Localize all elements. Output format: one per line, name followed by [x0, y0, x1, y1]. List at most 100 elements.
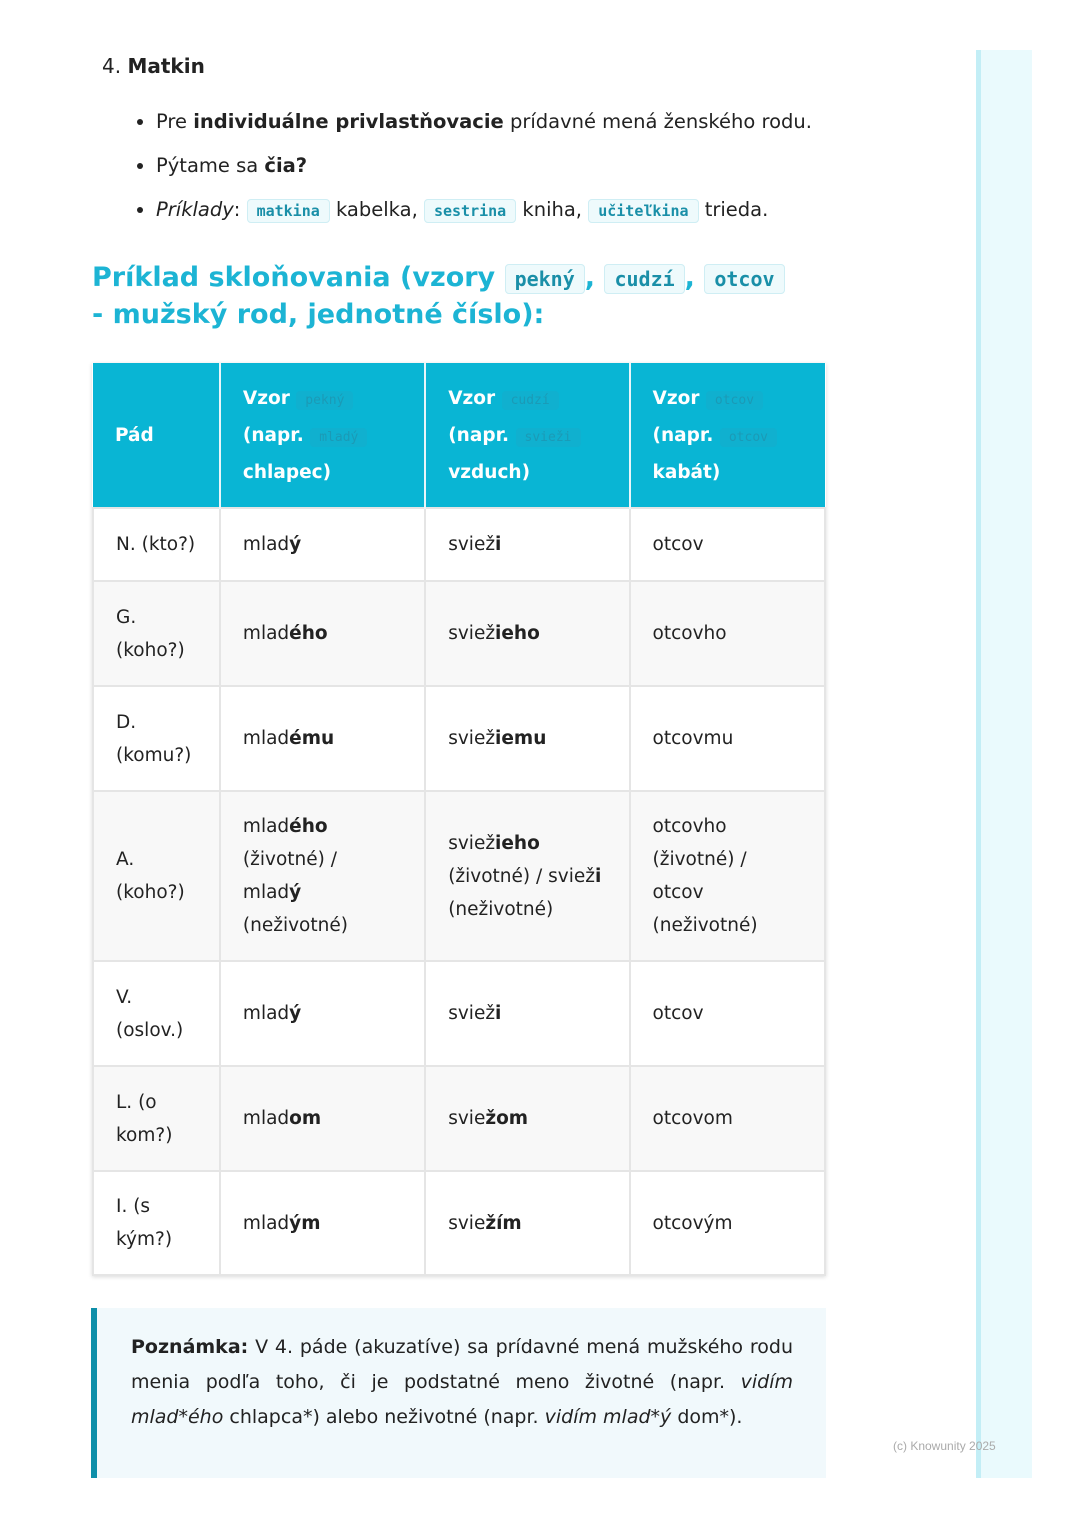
ending-bold: žom — [485, 1108, 529, 1129]
ending-bold: ieho — [495, 623, 540, 644]
text: (neživotné) — [242, 915, 348, 936]
examples-label: Príklady — [156, 198, 234, 221]
list-item: Príklady: matkina kabelka, sestrina knih… — [156, 190, 812, 234]
text: vzduch) — [448, 461, 531, 483]
table-cell: D. (komu?) — [92, 685, 221, 792]
ending-bold: ý — [289, 882, 302, 903]
text: otcov — [652, 534, 704, 555]
ending-bold: om — [289, 1108, 322, 1129]
table-cell: A. (koho?) — [92, 790, 221, 962]
code-example: otcov — [704, 264, 785, 294]
table-cell: V. (oslov.) — [92, 960, 221, 1067]
text: V 4. páde (akuzatíve) sa prídavné mená m… — [131, 1336, 793, 1393]
table-row: A. (koho?) mladého (životné) / mladý (než… — [92, 790, 827, 962]
text: otcovho — [652, 623, 727, 644]
code-example: mladý — [310, 427, 368, 447]
text: N. (kto?) — [116, 534, 196, 555]
table-cell: mladý — [218, 960, 427, 1067]
table-row: G. (koho?) mladého sviežieho otcovho — [92, 580, 827, 687]
section-heading: 4. Matkin — [102, 54, 205, 78]
code-example: matkina — [246, 199, 330, 223]
declension-heading: Príklad skloňovania (vzory pekný, cudzí,… — [92, 260, 792, 332]
list-item: Pre individuálne privlastňovacie prídavn… — [156, 102, 812, 146]
text: (napr. — [652, 424, 720, 446]
side-panel — [976, 50, 1032, 1478]
ending-bold: i — [495, 1003, 502, 1024]
text: mlad — [242, 1108, 290, 1129]
note-label: Poznámka: — [131, 1336, 249, 1358]
text: kniha, — [516, 198, 589, 221]
table-cell: mladému — [218, 685, 427, 792]
text: : — [233, 198, 247, 221]
table-cell: sviežieho (životné) / svieži (neživotné) — [424, 790, 631, 962]
header-cudzi: Vzor cudzí (napr. svieži vzduch) — [425, 363, 631, 508]
table-cell: L. (o kom?) — [92, 1065, 221, 1172]
code-example: cudzí — [604, 264, 685, 294]
table-cell: otcovmu — [628, 685, 827, 792]
section-title: Matkin — [127, 54, 205, 78]
text: (napr. — [448, 424, 516, 446]
text: sviež — [448, 623, 496, 644]
text: (napr. — [242, 424, 311, 446]
code-example: cudzí — [501, 390, 559, 410]
italic-text: vidím mlad*ého — [131, 1371, 793, 1428]
text: kabát) — [652, 461, 721, 483]
text: mlad — [242, 534, 290, 555]
text: - mužský rod, jednotné číslo): — [92, 299, 545, 330]
text: A. (koho?) — [116, 849, 185, 903]
ending-bold: i — [594, 865, 602, 887]
table-cell: otcovho (životné) / otcov (neživotné) — [628, 790, 827, 962]
text: Pre — [156, 110, 194, 133]
ending-bold: ým — [289, 1212, 321, 1234]
code-example: sestrina — [423, 199, 517, 223]
table-row: D. (komu?) mladému sviežiemu otcovmu — [92, 685, 827, 792]
text: kabelka, — [329, 198, 424, 221]
ending-bold: ieho — [495, 832, 540, 854]
text: sviež — [448, 1003, 496, 1024]
text: mlad — [242, 1212, 290, 1234]
bold-text: individuálne privlastňovacie — [193, 110, 504, 133]
table-cell: mladý — [218, 507, 427, 582]
ending-bold: iemu — [495, 728, 547, 749]
ending-bold: ého — [289, 623, 328, 644]
header-pekny: Vzor pekný (napr. mladý chlapec) — [219, 363, 427, 508]
text: otcovým — [652, 1212, 733, 1234]
table-cell: otcovom — [628, 1065, 827, 1172]
text: D. (komu?) — [116, 711, 192, 766]
text: L. (o kom?) — [116, 1091, 173, 1146]
table-cell: otcov — [628, 960, 827, 1067]
table-cell: svieži — [424, 960, 631, 1067]
table-row: V. (oslov.) mladý svieži otcov — [92, 960, 827, 1067]
text: Vzor — [652, 387, 706, 409]
ending-bold: i — [495, 534, 502, 555]
table-cell: mladým — [218, 1170, 427, 1276]
text: Príklad skloňovania (vzory — [92, 262, 505, 293]
copyright: (c) Knowunity 2025 — [893, 1439, 996, 1453]
bold-text: čia? — [264, 154, 308, 177]
text: , — [684, 262, 705, 293]
table-cell: sviežom — [424, 1065, 631, 1172]
table-row: L. (o kom?) mladom sviežom otcovom — [92, 1065, 827, 1172]
ending-bold: ému — [289, 728, 335, 749]
text: (životné) / mlad — [242, 849, 337, 903]
bullet-list: Pre individuálne privlastňovacie prídavn… — [100, 102, 812, 234]
table-cell: sviežieho — [424, 580, 631, 687]
text: mlad — [242, 816, 290, 837]
code-example: učiteľkina — [588, 199, 699, 223]
code-example: pekný — [296, 390, 354, 410]
header-pad: Pád — [93, 363, 221, 508]
text: sviež — [448, 832, 496, 854]
table-row: I. (s kým?) mladým sviežím otcovým — [92, 1170, 827, 1276]
table-cell: mladého — [218, 580, 427, 687]
ending-bold: ý — [289, 534, 302, 555]
text: sviež — [448, 534, 496, 555]
text: otcov — [652, 1003, 704, 1024]
table-cell: sviežím — [424, 1170, 631, 1276]
table-header-row: Pád Vzor pekný (napr. mladý chlapec) Vzo… — [93, 363, 825, 508]
text: prídavné mená ženského rodu. — [503, 110, 812, 133]
table-cell: mladom — [218, 1065, 427, 1172]
code-example: pekný — [504, 264, 585, 294]
text: Vzor — [448, 387, 502, 409]
table-cell: mladého (životné) / mladý (neživotné) — [218, 790, 427, 962]
text: I. (s kým?) — [116, 1196, 173, 1250]
